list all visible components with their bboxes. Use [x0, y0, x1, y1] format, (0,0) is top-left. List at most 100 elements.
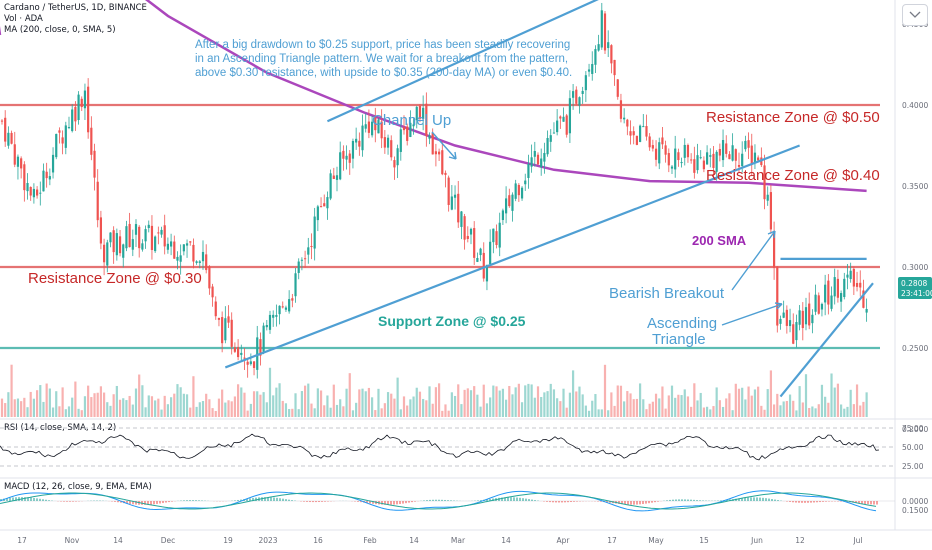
candle-body [122, 244, 125, 258]
volume-bar [772, 404, 776, 417]
time-tick: 12 [795, 536, 805, 545]
volume-bar [243, 392, 246, 417]
candle-body [319, 206, 323, 208]
candle-body [131, 239, 134, 250]
candle-body [533, 150, 536, 157]
macd-histogram-bar [510, 497, 512, 501]
volume-bar [613, 405, 616, 417]
volume-bar [645, 409, 648, 417]
volume-bar [623, 401, 626, 417]
support-resistance-levels [0, 103, 880, 350]
candle-body [58, 130, 61, 133]
macd-histogram-bar [666, 500, 668, 501]
volume-bar [214, 410, 217, 417]
macd-histogram-bar [861, 501, 863, 504]
candle-body [217, 317, 221, 320]
candle-body [383, 137, 386, 148]
volume-bar [262, 392, 265, 417]
volume-bar [699, 392, 702, 417]
volume-bar [316, 388, 319, 417]
candle-body [824, 284, 827, 303]
volume-bar [138, 374, 141, 417]
candle-body [284, 307, 288, 310]
volume-bar [504, 399, 508, 417]
candle-body [575, 89, 578, 104]
ma-legend[interactable]: MA (200, close, 0, SMA, 5) [4, 25, 116, 35]
candle-body [275, 315, 278, 317]
candle-body [249, 361, 252, 365]
volume-bar [658, 398, 661, 417]
volume-bar [77, 408, 80, 417]
volume-bar [303, 385, 307, 417]
volume-bar [189, 407, 192, 417]
symbol-title[interactable]: Cardano / TetherUS, 1D, BINANCE [4, 3, 147, 13]
candle-body [99, 217, 103, 244]
macd-histogram-bar [150, 501, 152, 505]
candle-body [112, 230, 115, 253]
volume-bar [281, 400, 284, 417]
price-tick: 0.2000 [902, 425, 928, 434]
candle-body [785, 309, 788, 326]
chart-settings-button[interactable] [902, 4, 928, 26]
candle-body [839, 293, 843, 302]
macd-histogram-bar [693, 499, 695, 501]
candle-body [520, 187, 524, 199]
volume-bar [297, 409, 300, 417]
candle-body [35, 189, 39, 196]
macd-histogram-bar [702, 500, 704, 501]
macd-histogram-bar [816, 501, 818, 503]
time-tick: 14 [113, 536, 123, 545]
rsi-legend[interactable]: RSI (14, close, SMA, 14, 2) [4, 423, 116, 433]
candle-body [715, 151, 718, 172]
volume-bar [559, 401, 562, 417]
macd-histogram-bar [303, 501, 305, 502]
macd-histogram-bar [600, 501, 602, 502]
volume-bar [702, 407, 706, 417]
macd-histogram-bar [738, 498, 740, 501]
macd-histogram-bar [285, 499, 287, 501]
analysis-note-line-3: above $0.30 resistance, with upside to $… [195, 67, 572, 79]
candle-body [154, 236, 157, 252]
macd-histogram-bar [360, 501, 362, 503]
resistance-040-label: Resistance Zone @ $0.40 [706, 167, 880, 184]
volume-legend[interactable]: Vol · ADA [4, 14, 43, 24]
volume-bar [431, 403, 434, 417]
candle-body [450, 196, 453, 210]
candle-body [67, 127, 71, 129]
macd-histogram-bar [642, 501, 644, 505]
macd-histogram-bar [411, 501, 413, 503]
channel-upper-line [326, 0, 599, 123]
volume-bar [447, 410, 450, 417]
macd-histogram-bar [759, 497, 761, 501]
volume-bar [141, 385, 144, 417]
volume-bar [690, 406, 693, 417]
macd-histogram-bar [120, 501, 122, 503]
candle-body [26, 182, 29, 192]
candle-body [798, 310, 801, 325]
resistance-030-label: Resistance Zone @ $0.30 [28, 270, 202, 287]
macd-histogram-bar [870, 501, 872, 505]
volume-bar [13, 399, 16, 417]
macd-histogram-bar [165, 501, 167, 503]
macd-histogram-bar [36, 498, 38, 501]
volume-bar [721, 406, 725, 417]
volume-bar [524, 385, 527, 417]
candle-body [591, 63, 594, 74]
volume-bar [26, 407, 29, 417]
candle-body [125, 226, 128, 249]
volume-bar [221, 389, 224, 417]
volume-bar [642, 399, 645, 417]
candle-body [514, 183, 517, 199]
volume-bar [584, 405, 587, 417]
candle-body [482, 252, 485, 279]
volume-bar [249, 403, 252, 417]
macd-histogram-bar [768, 498, 770, 501]
volume-bar [495, 386, 498, 417]
candle-body [524, 180, 527, 185]
macd-histogram-bar [33, 497, 35, 501]
volume-bar [386, 392, 390, 417]
candle-body [297, 261, 300, 273]
macd-legend[interactable]: MACD (12, 26, close, 9, EMA, EMA) [4, 482, 152, 492]
volume-bar [93, 393, 96, 417]
candle-body [310, 246, 313, 248]
